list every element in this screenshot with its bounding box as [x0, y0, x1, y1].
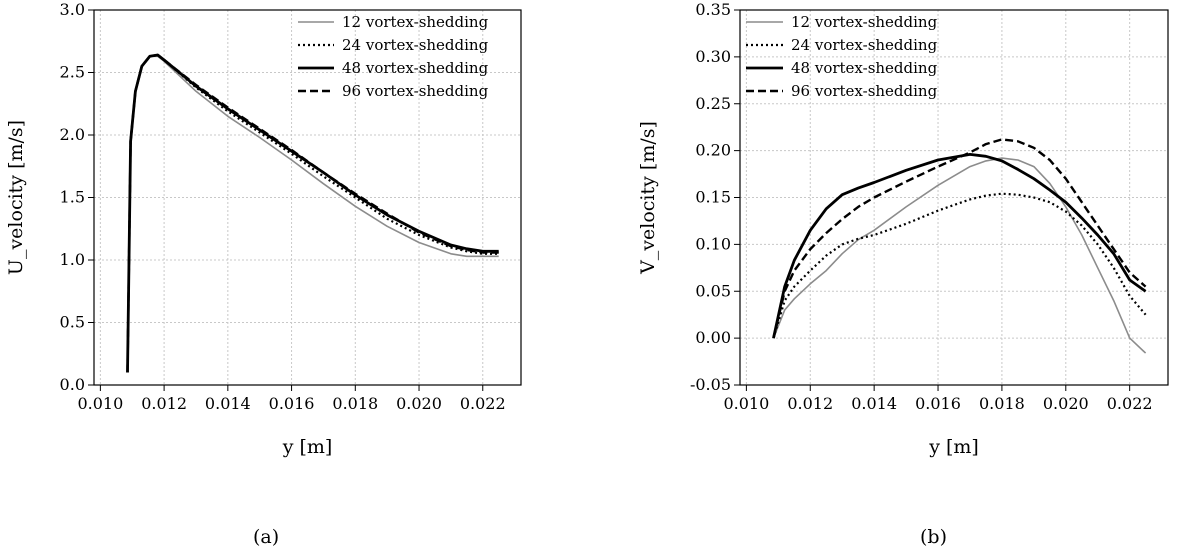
y-tick-label: 0.00	[695, 328, 731, 347]
x-tick-label: 0.014	[851, 394, 897, 413]
series-line-1	[126, 55, 499, 373]
y-tick-label: 0.10	[695, 234, 731, 253]
y-tick-label: 2.5	[60, 63, 85, 82]
y-tick-label: 0.5	[60, 313, 85, 332]
y-tick-label: 0.15	[695, 188, 731, 207]
y-tick-label: -0.05	[690, 375, 731, 394]
x-tick-label: 0.020	[396, 394, 442, 413]
y-axis-label: V_velocity [m/s]	[637, 121, 659, 275]
legend-label-4: 96 vortex-shedding	[342, 82, 489, 100]
x-tick-label: 0.022	[1107, 394, 1153, 413]
x-tick-label: 0.018	[979, 394, 1025, 413]
series-line-2	[772, 192, 1147, 339]
y-tick-label: 0.25	[695, 94, 731, 113]
x-tick-label: 0.010	[77, 394, 123, 413]
caption-b: (b)	[920, 526, 947, 548]
y-tick-label: 0.30	[695, 47, 731, 66]
legend-label-1: 12 vortex-shedding	[342, 13, 489, 31]
y-tick-label: 0.05	[695, 281, 731, 300]
x-tick-label: 0.014	[205, 394, 251, 413]
chart-panel-b: 0.010 0.012 0.014 0.016 0.018 0.020 0.022 -0.05…	[637, 0, 1169, 458]
legend-label-4: 96 vortex-shedding	[791, 82, 938, 100]
y-tick-label: 1.5	[60, 188, 85, 207]
x-axis-label: y [m]	[282, 436, 333, 458]
y-tick-label: 2.0	[60, 125, 85, 144]
legend-label-1: 12 vortex-shedding	[791, 13, 938, 31]
x-axis-label: y [m]	[928, 436, 979, 458]
x-tick-label: 0.016	[269, 394, 315, 413]
series-line-1	[772, 157, 1147, 354]
legend-label-2: 24 vortex-shedding	[791, 36, 938, 54]
x-tick-label: 0.016	[915, 394, 961, 413]
y-tick-label: 0.35	[695, 0, 731, 19]
series-line-3	[126, 53, 499, 373]
series-line-3	[772, 152, 1147, 339]
y-tick-label: 0.0	[60, 375, 85, 394]
x-tick-label: 0.022	[460, 394, 506, 413]
caption-a: (a)	[253, 526, 280, 548]
legend-label-3: 48 vortex-shedding	[342, 59, 489, 77]
chart-panel-a: 0.010 0.012 0.014 0.016 0.018 0.020 0.022 0.0 0.…	[5, 0, 522, 458]
legend-label-2: 24 vortex-shedding	[342, 36, 489, 54]
x-tick-label: 0.010	[723, 394, 769, 413]
series-line-4	[126, 53, 499, 373]
x-tick-label: 0.012	[141, 394, 187, 413]
y-tick-label: 1.0	[60, 250, 85, 269]
x-tick-label: 0.012	[787, 394, 833, 413]
y-tick-label: 3.0	[60, 0, 85, 19]
legend-label-3: 48 vortex-shedding	[791, 59, 938, 77]
y-tick-label: 0.20	[695, 141, 731, 160]
y-axis-label: U_velocity [m/s]	[5, 120, 27, 275]
series-line-2	[126, 53, 499, 373]
x-tick-label: 0.018	[332, 394, 378, 413]
x-tick-label: 0.020	[1043, 394, 1089, 413]
series-line-4	[772, 138, 1147, 339]
